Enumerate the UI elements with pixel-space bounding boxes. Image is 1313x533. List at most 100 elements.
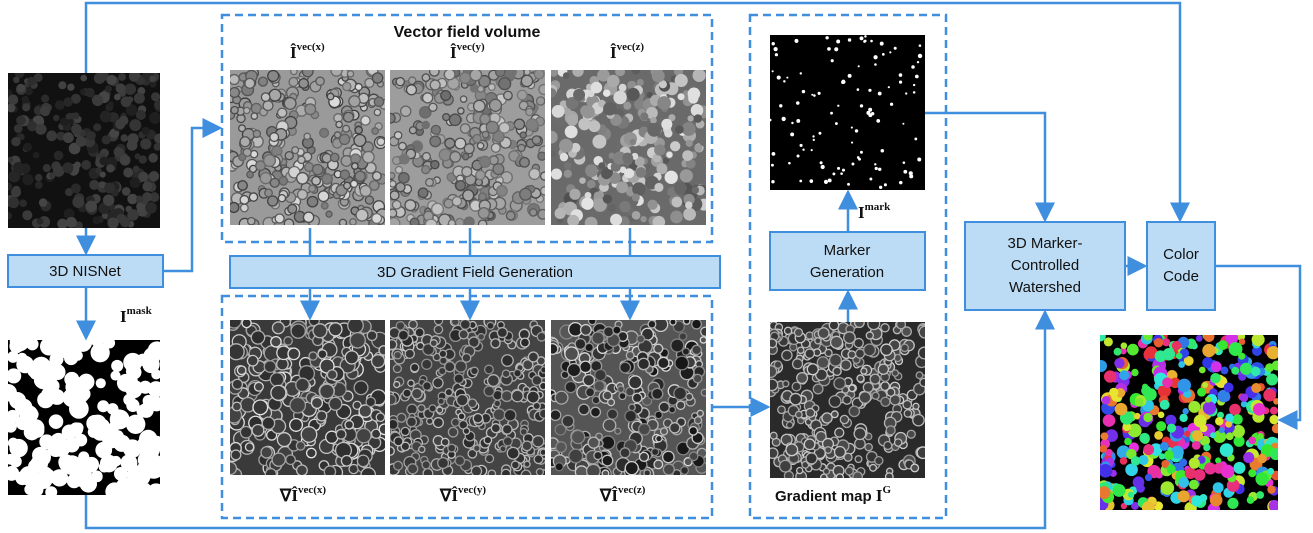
cell xyxy=(1101,432,1109,440)
cell xyxy=(114,147,124,157)
cell xyxy=(249,193,257,201)
cell xyxy=(373,172,382,181)
image-label: Imark xyxy=(858,201,891,222)
cell xyxy=(114,94,121,101)
cell xyxy=(407,417,417,427)
cell xyxy=(111,409,126,424)
cell xyxy=(822,413,832,423)
cell xyxy=(517,90,527,100)
cell xyxy=(103,194,114,205)
cell xyxy=(772,152,776,156)
cell xyxy=(37,218,44,225)
cell xyxy=(394,132,401,139)
cell xyxy=(903,400,911,408)
cell xyxy=(1269,500,1281,512)
cell xyxy=(778,406,786,414)
cell xyxy=(247,355,258,366)
cell xyxy=(637,335,645,343)
cell xyxy=(913,91,916,94)
cell xyxy=(350,333,365,348)
cell xyxy=(520,158,530,168)
cell xyxy=(356,428,370,442)
cell xyxy=(602,455,613,466)
cell xyxy=(299,79,308,88)
cell xyxy=(12,186,20,194)
cell xyxy=(1203,444,1210,451)
cell xyxy=(685,201,692,208)
cell xyxy=(892,370,898,376)
cell xyxy=(473,135,481,143)
cell xyxy=(270,133,279,142)
cell xyxy=(451,318,459,326)
cell xyxy=(824,180,828,184)
cell xyxy=(474,100,485,111)
cell xyxy=(460,96,466,102)
cell xyxy=(652,388,663,399)
cell xyxy=(459,330,468,339)
cell xyxy=(530,209,537,216)
cell xyxy=(121,134,128,141)
cell xyxy=(917,61,919,63)
cell xyxy=(49,172,55,178)
cell xyxy=(275,214,284,223)
cell xyxy=(863,40,866,43)
cell xyxy=(782,350,792,360)
cell xyxy=(1203,401,1216,414)
cell xyxy=(658,357,669,368)
cell xyxy=(832,172,835,175)
cell xyxy=(22,96,29,103)
cell xyxy=(24,424,40,440)
cell xyxy=(650,117,657,124)
cell xyxy=(321,202,328,209)
cell xyxy=(88,426,100,438)
cell xyxy=(878,168,881,171)
cell xyxy=(1104,337,1113,346)
cell xyxy=(848,38,851,41)
cell xyxy=(834,47,838,51)
cell xyxy=(802,90,805,93)
cell xyxy=(675,356,689,370)
cell xyxy=(520,188,532,200)
cell xyxy=(565,347,579,361)
cell xyxy=(1136,484,1145,493)
cell xyxy=(670,319,676,325)
cell xyxy=(81,160,91,170)
marker-label: Generation xyxy=(810,264,884,281)
cell xyxy=(1154,338,1163,347)
cell xyxy=(787,422,793,428)
cell xyxy=(693,374,702,383)
cell xyxy=(796,119,800,123)
cell xyxy=(46,379,59,392)
cell xyxy=(494,400,500,406)
cell xyxy=(40,106,50,116)
cell xyxy=(784,471,793,480)
cell xyxy=(855,129,858,132)
cell xyxy=(230,88,240,98)
cell xyxy=(238,181,247,190)
cell xyxy=(277,358,289,370)
cell xyxy=(1161,481,1175,495)
cell xyxy=(464,217,474,227)
cell xyxy=(916,372,923,379)
cell xyxy=(800,72,802,74)
cell xyxy=(471,466,481,476)
cell xyxy=(670,211,683,224)
cell xyxy=(53,115,59,121)
cell xyxy=(86,131,96,141)
cell xyxy=(64,351,78,365)
cell xyxy=(415,328,424,337)
cell xyxy=(478,334,485,341)
cell xyxy=(433,378,443,388)
cell xyxy=(565,381,576,392)
cell xyxy=(884,183,887,186)
cell xyxy=(829,396,841,408)
cell xyxy=(22,103,30,111)
cell xyxy=(592,332,604,344)
cell xyxy=(875,457,883,465)
cell xyxy=(604,327,614,337)
cell xyxy=(540,449,546,455)
cell xyxy=(247,171,254,178)
cell xyxy=(1224,383,1234,393)
cell xyxy=(145,202,157,214)
cell xyxy=(1205,397,1211,403)
